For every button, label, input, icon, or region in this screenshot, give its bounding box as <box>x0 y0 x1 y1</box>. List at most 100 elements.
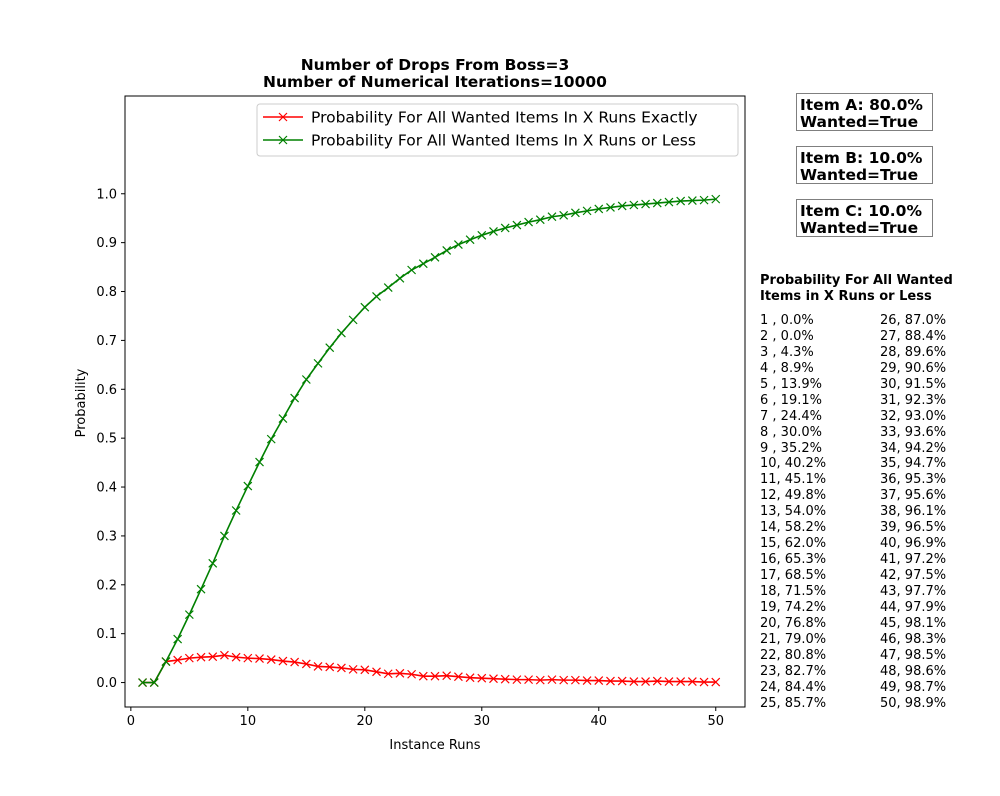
legend-entry: Probability For All Wanted Items In X Ru… <box>311 109 698 127</box>
item-c-box: Item C: 10.0% Wanted=True <box>796 199 933 237</box>
legend-marker <box>278 135 288 145</box>
data-point <box>641 199 650 209</box>
data-point <box>582 676 592 686</box>
x-tick-label: 20 <box>357 714 374 729</box>
table-row: 17, 68.5% <box>760 568 827 583</box>
data-point <box>395 668 405 678</box>
table-row: 26, 87.0% <box>880 313 947 328</box>
data-point <box>676 677 686 687</box>
data-point <box>173 634 183 644</box>
table-row: 41, 97.2% <box>880 552 947 568</box>
y-tick-label: 0.4 <box>96 481 117 496</box>
data-point <box>500 674 510 684</box>
data-point <box>652 198 662 208</box>
data-point <box>325 662 335 672</box>
y-tick-label: 0.7 <box>96 334 117 349</box>
table-row: 34, 94.2% <box>880 440 947 456</box>
data-point <box>617 201 627 211</box>
table-row: 7 , 24.4% <box>760 408 822 424</box>
table-row: 36, 95.3% <box>880 472 947 488</box>
cumulative-table-column-1: 1 , 0.0% 2 , 0.0% 3 , 4.3% 4 , 8.9% 5 , 13.9… <box>760 313 826 711</box>
data-point <box>208 558 218 568</box>
data-point <box>360 302 370 312</box>
series-line-1 <box>142 654 716 684</box>
data-point <box>243 653 253 663</box>
table-row: 2 , 0.0% <box>760 328 814 344</box>
data-point <box>348 664 358 674</box>
table-row: 16, 65.3% <box>760 552 827 568</box>
table-row: 18, 71.5% <box>760 583 827 599</box>
table-row: 49, 98.7% <box>880 679 947 695</box>
table-row: 39, 96.5% <box>880 520 947 536</box>
cumulative-table-title-line-1: Probability For All Wanted <box>760 273 953 288</box>
data-point <box>407 265 417 275</box>
x-tick-label: 50 <box>707 714 724 729</box>
y-axis-label: Probability <box>74 368 89 437</box>
data-point <box>301 659 311 669</box>
plot-area: 0 10 20 30 40 50 0.0 0.1 0.2 0.3 0.4 0.5 0.6 0.7 0.8 0.… <box>96 95 746 729</box>
data-point <box>220 531 229 541</box>
data-point <box>255 457 264 467</box>
plot-frame <box>124 95 746 708</box>
data-point <box>500 223 510 233</box>
table-row: 6 , 19.1% <box>760 392 822 408</box>
x-tick-label: 40 <box>591 714 608 729</box>
data-point <box>196 584 206 594</box>
table-row: 19, 74.2% <box>760 599 827 615</box>
data-point <box>266 655 276 665</box>
data-point <box>664 197 674 207</box>
data-point <box>196 652 206 662</box>
data-point <box>699 195 709 205</box>
table-row: 4 , 8.9% <box>760 360 814 376</box>
table-row: 10, 40.2% <box>760 456 827 472</box>
data-point <box>559 675 569 685</box>
table-row: 12, 49.8% <box>760 488 827 504</box>
data-point <box>489 674 498 684</box>
chart-title-line-2: Number of Numerical Iterations=10000 <box>263 73 607 91</box>
table-row: 20, 76.8% <box>760 615 827 631</box>
data-point <box>407 669 417 679</box>
cumulative-table-column-2: 26, 87.0% 27, 88.4% 28, 89.6% 29, 90.6% 30, … <box>880 313 946 711</box>
table-row: 38, 96.1% <box>880 504 947 520</box>
x-tick-label: 30 <box>474 714 491 729</box>
data-point <box>687 196 697 206</box>
data-point <box>606 203 615 212</box>
table-row: 5 , 13.9% <box>760 376 822 392</box>
data-point <box>138 678 147 687</box>
y-tick-label: 0.9 <box>96 236 117 251</box>
data-point <box>372 667 381 677</box>
data-point <box>418 671 428 681</box>
table-row: 42, 97.5% <box>880 568 947 583</box>
item-c-probability: Item C: 10.0% <box>800 202 922 220</box>
cumulative-table-title-line-2: Items in X Runs or Less <box>760 289 932 304</box>
table-row: 8 , 30.0% <box>760 424 822 440</box>
y-tick-label: 0.1 <box>96 627 117 642</box>
data-point <box>465 673 475 683</box>
table-row: 21, 79.0% <box>760 631 827 647</box>
x-tick-label: 0 <box>127 714 135 729</box>
table-row: 35, 94.7% <box>880 456 947 472</box>
table-row: 43, 97.7% <box>880 583 947 599</box>
data-point <box>442 671 452 681</box>
data-point <box>208 652 218 662</box>
table-row: 47, 98.5% <box>880 647 947 663</box>
data-point <box>383 283 393 293</box>
data-point <box>149 678 159 687</box>
data-point <box>372 291 381 301</box>
data-point <box>570 208 580 218</box>
data-point <box>231 652 241 662</box>
data-point <box>664 677 674 687</box>
legend-entry: Probability For All Wanted Items In X Ru… <box>311 132 696 150</box>
data-point <box>606 676 615 686</box>
table-row: 22, 80.8% <box>760 647 827 663</box>
data-point <box>278 656 288 666</box>
item-b-wanted: Wanted=True <box>800 166 919 184</box>
legend-marker <box>278 112 288 122</box>
data-point <box>617 676 627 686</box>
y-tick-label: 0.6 <box>96 383 117 398</box>
table-row: 32, 93.0% <box>880 408 947 424</box>
data-point <box>699 677 709 687</box>
y-tick-label: 0.2 <box>96 578 117 593</box>
data-point <box>313 662 323 671</box>
